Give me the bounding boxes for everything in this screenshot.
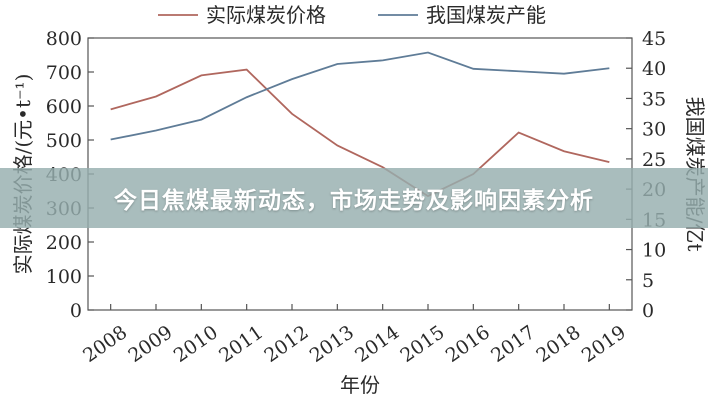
x-tick-label: 2014 [351, 321, 403, 367]
x-tick-label: 2018 [532, 321, 584, 367]
x-axis-title: 年份 [340, 373, 380, 397]
right-tick-label: 30 [642, 119, 666, 141]
x-tick-label: 2019 [578, 321, 630, 367]
legend-label: 我国煤炭产能 [426, 3, 546, 27]
x-tick-label: 2015 [396, 321, 448, 367]
left-tick-label: 0 [70, 300, 82, 322]
x-tick-label: 2016 [442, 321, 494, 367]
left-tick-label: 100 [46, 266, 82, 288]
right-tick-label: 5 [642, 270, 654, 292]
right-tick-label: 25 [642, 149, 666, 171]
left-tick-label: 200 [46, 232, 82, 254]
x-tick-label: 2008 [79, 321, 131, 367]
left-tick-label: 700 [46, 62, 82, 84]
x-axis-ticks: 2008200920102011201220132014201520162017… [79, 304, 630, 367]
x-tick-label: 2010 [170, 321, 222, 367]
left-tick-label: 500 [46, 130, 82, 152]
right-tick-label: 35 [642, 88, 666, 110]
legend: 实际煤炭价格 我国煤炭产能 [158, 3, 546, 27]
legend-label: 实际煤炭价格 [206, 3, 326, 27]
x-tick-label: 2009 [124, 321, 176, 367]
right-tick-label: 40 [642, 58, 666, 80]
series-line-capacity [110, 51, 610, 141]
left-tick-label: 600 [46, 96, 82, 118]
headline-banner: 今日焦煤最新动态，市场走势及影响因素分析 [0, 168, 708, 228]
x-tick-label: 2013 [306, 321, 358, 367]
x-tick-label: 2012 [260, 321, 312, 367]
right-tick-label: 45 [642, 28, 666, 50]
right-tick-label: 10 [642, 240, 666, 262]
series-line-price [110, 68, 610, 198]
right-tick-label: 0 [642, 300, 654, 322]
headline-text: 今日焦煤最新动态，市场走势及影响因素分析 [114, 188, 594, 214]
left-tick-label: 800 [46, 28, 82, 50]
x-tick-label: 2017 [487, 321, 539, 367]
x-tick-label: 2011 [215, 321, 267, 367]
